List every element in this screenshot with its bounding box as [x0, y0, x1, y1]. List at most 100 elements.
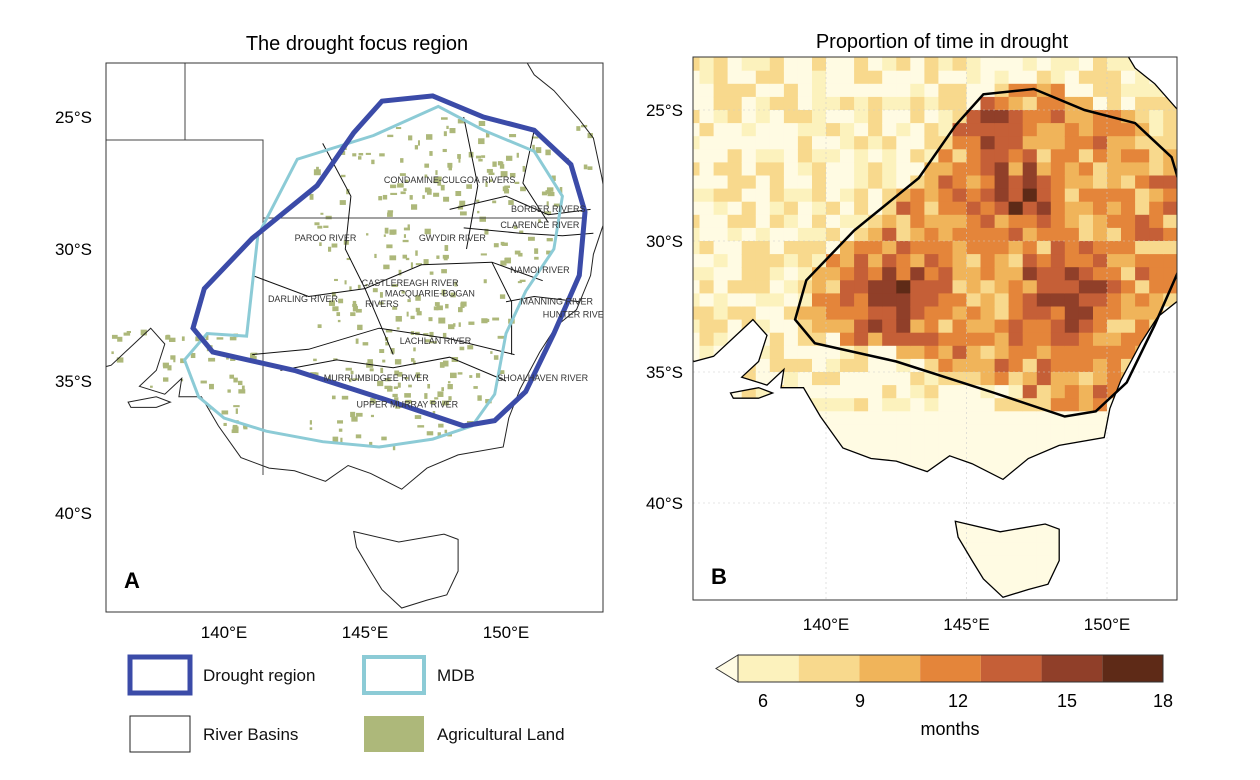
- heatmap-cell: [1050, 345, 1066, 360]
- heatmap-cell: [783, 437, 799, 452]
- heatmap-cell: [1191, 97, 1206, 111]
- heatmap-cell: [910, 306, 925, 321]
- heatmap-cell: [980, 476, 996, 491]
- heatmap-cell: [1191, 359, 1206, 373]
- heatmap-cell: [868, 201, 883, 216]
- heatmap-cell: [1093, 568, 1108, 583]
- colorbar-tick-label: 6: [758, 691, 768, 711]
- agricultural-land-patch: [415, 372, 420, 378]
- heatmap-cell: [1205, 555, 1220, 569]
- heatmap-cell: [693, 293, 701, 308]
- heatmap-cell: [924, 241, 940, 255]
- agricultural-land-patch: [415, 250, 418, 256]
- heatmap-cell: [1135, 83, 1150, 98]
- heatmap-cell: [1064, 529, 1080, 543]
- agricultural-land-patch: [349, 286, 352, 291]
- heatmap-cell: [994, 162, 1010, 177]
- heatmap-cell: [1036, 581, 1052, 596]
- legend-agricultural-land-swatch: [364, 716, 424, 752]
- heatmap-cell: [952, 411, 968, 425]
- heatmap-cell: [1121, 450, 1136, 465]
- heatmap-cell: [1107, 319, 1122, 334]
- heatmap-cell: [854, 83, 869, 98]
- heatmap-cell: [1064, 162, 1080, 177]
- agricultural-land-patch: [504, 185, 511, 188]
- heatmap-cell: [980, 306, 996, 321]
- heatmap-cell: [1022, 110, 1038, 124]
- heatmap-cell: [882, 437, 897, 452]
- heatmap-cell: [910, 57, 925, 72]
- agricultural-land-patch: [413, 360, 416, 365]
- heatmap-cell: [910, 332, 925, 347]
- heatmap-cell: [1064, 306, 1080, 321]
- heatmap-cell: [854, 201, 869, 216]
- heatmap-cell: [699, 162, 715, 177]
- heatmap-cell: [1022, 162, 1038, 177]
- agricultural-land-patch: [123, 332, 131, 336]
- heatmap-cell: [924, 293, 940, 308]
- heatmap-cell: [826, 398, 841, 412]
- heatmap-cell: [1191, 398, 1206, 412]
- heatmap-cell: [1093, 476, 1108, 491]
- river-label: MACQUARIE-BOGAN: [385, 289, 475, 299]
- heatmap-cell: [741, 57, 757, 72]
- heatmap-cell: [1121, 57, 1136, 59]
- heatmap-cell: [699, 214, 715, 229]
- heatmap-cell: [1093, 70, 1108, 85]
- heatmap-cell: [783, 332, 799, 347]
- heatmap-cell: [727, 306, 743, 321]
- heatmap-cell: [1022, 489, 1038, 504]
- heatmap-cell: [1205, 149, 1220, 163]
- heatmap-cell: [1191, 162, 1206, 176]
- heatmap-cell: [1064, 555, 1080, 570]
- heatmap-cell: [1008, 175, 1024, 190]
- heatmap-cell: [1022, 267, 1038, 281]
- heatmap-cell: [812, 385, 827, 399]
- heatmap-cell: [713, 162, 729, 177]
- agricultural-land-patch: [162, 377, 169, 382]
- heatmap-cell: [938, 529, 954, 543]
- heatmap-cell: [924, 542, 940, 556]
- heatmap-cell: [868, 503, 883, 517]
- heatmap-cell: [699, 476, 715, 491]
- heatmap-cell: [1121, 489, 1136, 504]
- agricultural-land-patch: [410, 262, 413, 269]
- heatmap-cell: [854, 188, 869, 203]
- heatmap-cell: [713, 188, 729, 203]
- kangaroo-island: [729, 387, 775, 399]
- heatmap-cell: [699, 306, 715, 321]
- heatmap-cell: [1163, 385, 1177, 399]
- heatmap-cell: [1149, 476, 1164, 491]
- heatmap-cell: [1163, 358, 1177, 373]
- heatmap-cell: [1064, 319, 1080, 334]
- heatmap-cell: [1036, 136, 1052, 150]
- heatmap-cell: [769, 332, 785, 347]
- heatmap-cell: [980, 424, 996, 439]
- agricultural-land-patch: [443, 131, 447, 137]
- heatmap-cell: [1205, 333, 1220, 347]
- heatmap-cell: [755, 476, 771, 491]
- heatmap-cell: [1064, 175, 1080, 190]
- heatmap-cell: [826, 83, 841, 98]
- longitude-tick-label: 145°E: [943, 615, 990, 634]
- latitude-tick-label: 40°S: [55, 504, 92, 523]
- heatmap-cell: [699, 385, 715, 399]
- heatmap-cell: [1064, 463, 1080, 478]
- heatmap-cell: [868, 424, 883, 439]
- agricultural-land-patch: [492, 317, 500, 321]
- heatmap-cell: [1163, 424, 1177, 439]
- heatmap-cell: [826, 358, 841, 373]
- heatmap-cell: [840, 581, 855, 596]
- agricultural-land-patch: [546, 250, 551, 255]
- heatmap-cell: [854, 162, 869, 177]
- heatmap-cell: [1121, 542, 1136, 556]
- agricultural-land-patch: [317, 225, 323, 229]
- agricultural-land-patch: [444, 245, 449, 251]
- agricultural-land-patch: [235, 408, 238, 414]
- heatmap-cell: [1191, 110, 1206, 124]
- heatmap-cell: [699, 542, 715, 556]
- heatmap-cell: [966, 450, 982, 465]
- heatmap-cell: [980, 201, 996, 216]
- colorbar-tick-label: 18: [1153, 691, 1173, 711]
- heatmap-cell: [868, 319, 883, 334]
